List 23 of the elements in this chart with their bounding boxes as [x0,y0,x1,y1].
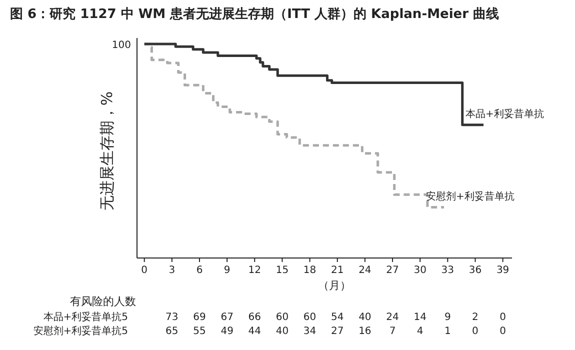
x-tick-label: 21 [331,265,344,276]
chart-title: 图 6：研究 1127 中 WM 患者无进展生存期（ITT 人群）的 Kaplan-Meier 曲线 [10,6,500,22]
x-tick-label: 33 [441,265,454,276]
x-tick-label: 9 [224,265,230,276]
x-tick-label: 3 [168,265,176,276]
text: 100 [112,40,131,51]
text: 安慰剂+利妥昔单抗5 65 55 49 44 40 34 27 16 7 4 1 0 0 [33,326,506,337]
x-tick-label: 39 [496,265,510,276]
series-label: 安慰剂+利妥昔单抗 [426,190,514,202]
x-tick-label: 12 [248,265,262,276]
x-tick-label: 27 [386,265,399,276]
x-tick-label: 6 [196,265,203,276]
series-label: 本品+利妥昔单抗 [466,108,544,120]
x-tick-label: 0 [141,265,148,276]
x-tick-label: 24 [358,265,372,276]
x-tick-label: 18 [303,265,316,276]
x-tick-label: 30 [414,265,426,276]
x-tick-label: 15 [276,265,289,276]
x-axis-title: （月） [318,279,351,292]
x-tick-label: 36 [468,265,482,276]
text: 本品+利妥昔单抗5 73 69 67 66 60 60 54 40 24 14 9 2 0 [43,312,506,323]
text: 有风险的人数 [70,295,136,308]
y-axis-title: 无进展生存期，% [98,91,116,211]
